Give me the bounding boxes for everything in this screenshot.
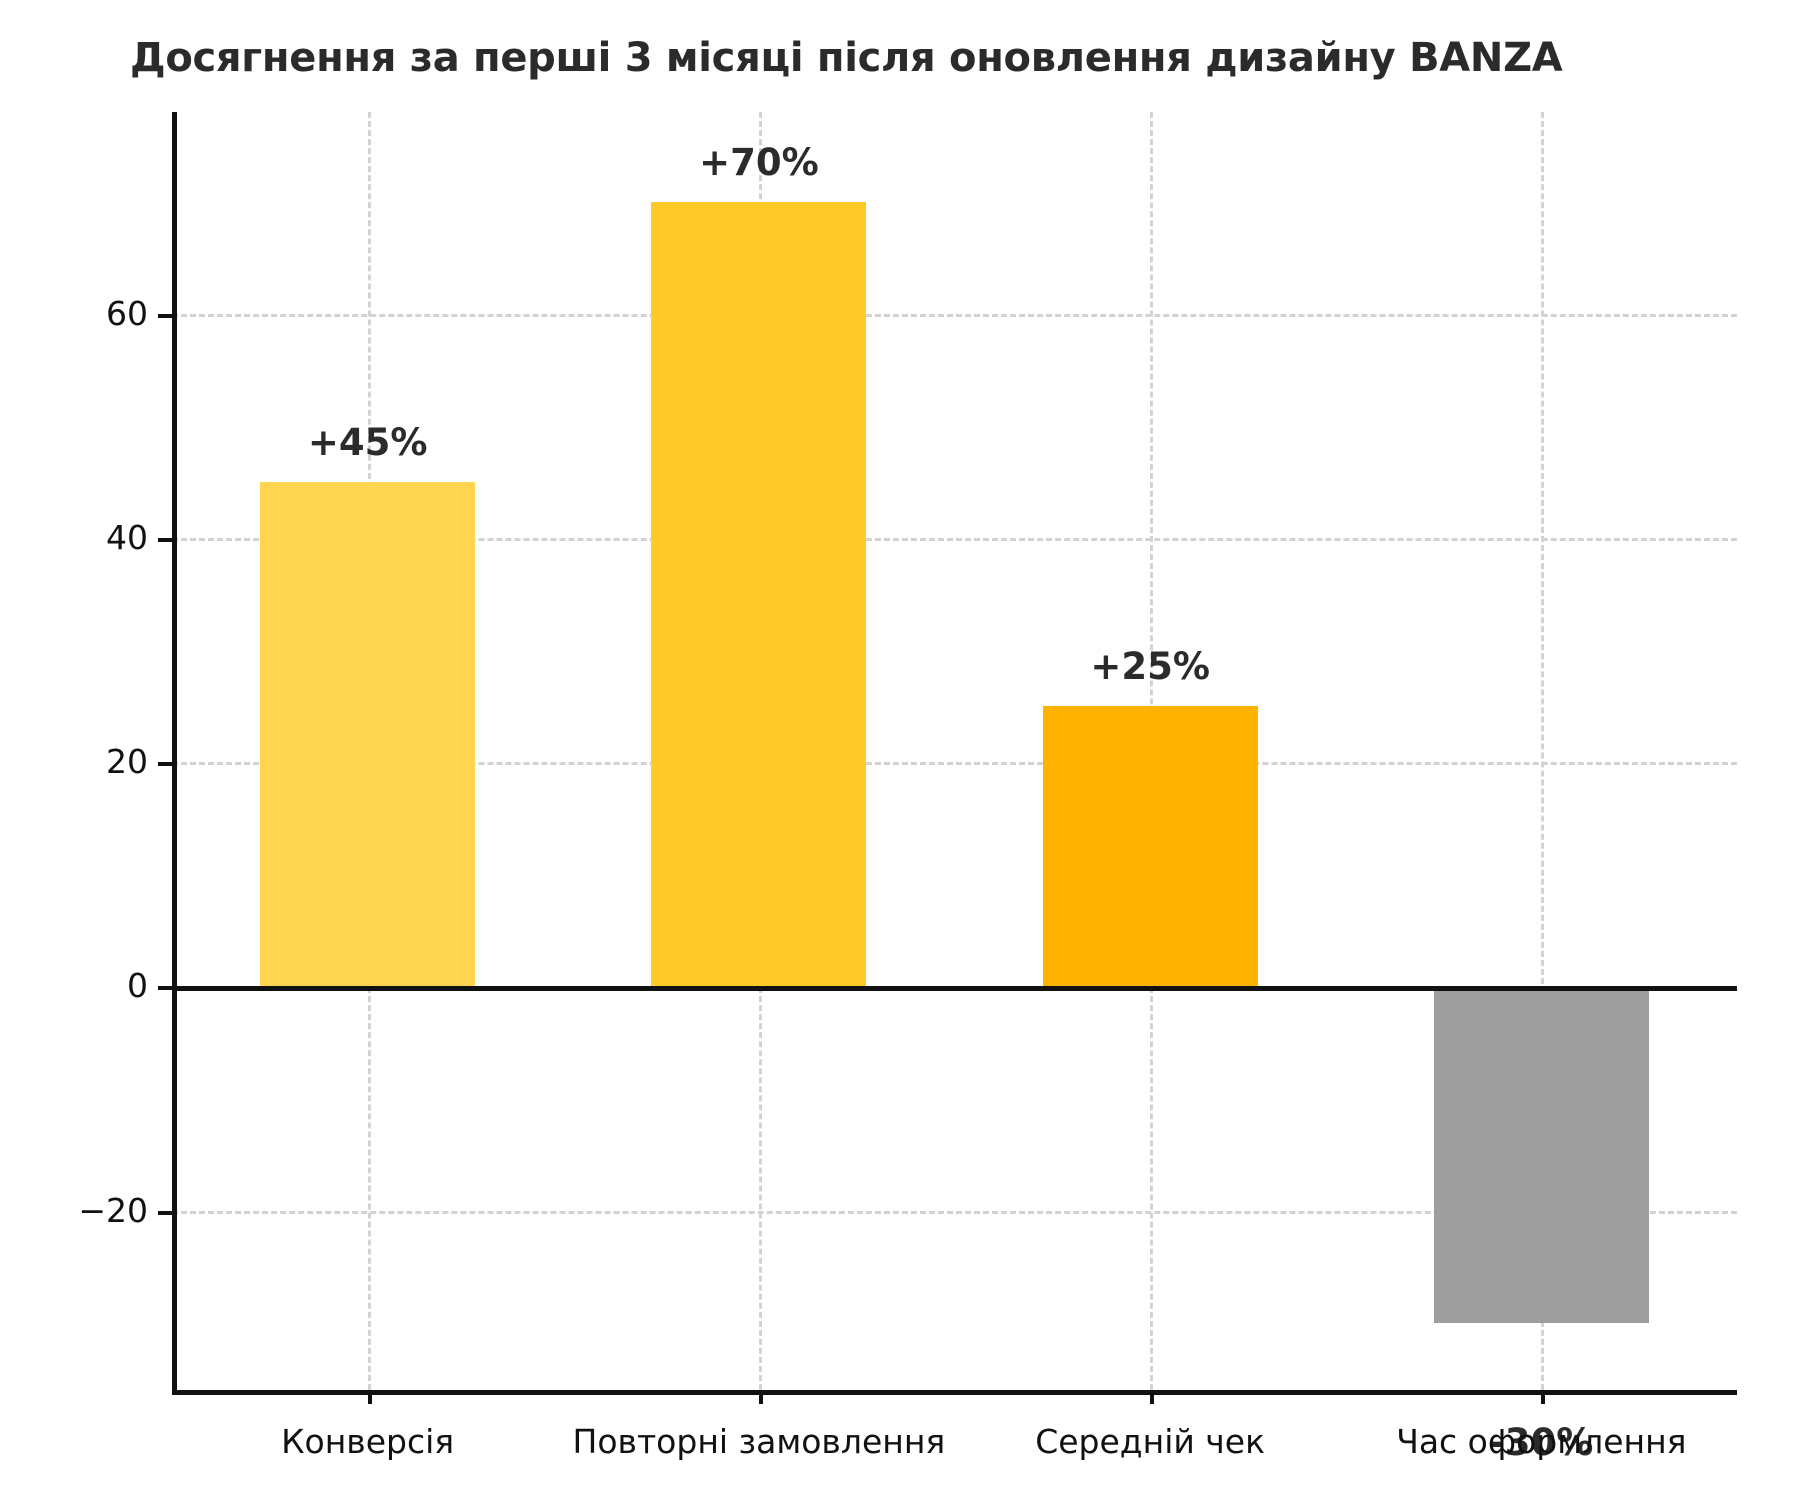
bar-value-label: +45% (307, 420, 428, 464)
plot-area: +45% +70% +25% -30% (172, 112, 1737, 1461)
y-tick-label: 0 (127, 966, 148, 1006)
gridline-horizontal (172, 1210, 1737, 1214)
gridline-horizontal (172, 538, 1737, 541)
y-tick-label: 60 (106, 293, 148, 333)
y-axis-spine (172, 112, 177, 1390)
bar (260, 481, 476, 987)
x-tick-mark (1150, 1390, 1155, 1404)
gridline-vertical (1541, 112, 1545, 1390)
y-tick-mark (158, 313, 172, 318)
bar-value-label: -30% (1489, 1421, 1594, 1464)
y-tick-mark (158, 986, 172, 991)
bar-value-label: +25% (1090, 645, 1210, 689)
x-tick-label: Повторні замовлення (572, 1422, 946, 1461)
y-tick-label: −20 (78, 1190, 148, 1230)
x-tick-mark (367, 1390, 372, 1404)
y-tick-mark (158, 1210, 172, 1215)
x-tick-mark (1541, 1390, 1546, 1404)
bar (1042, 706, 1258, 987)
y-tick-label: 40 (106, 518, 148, 557)
bar-value-label: +70% (699, 140, 819, 184)
y-tick-mark (158, 538, 172, 542)
y-tick-mark (158, 762, 172, 767)
x-tick-label: Час оформлення (1396, 1422, 1687, 1461)
zero-baseline (172, 986, 1737, 992)
gridline-horizontal (172, 762, 1737, 766)
bar (651, 201, 867, 987)
x-axis-spine (172, 1390, 1737, 1395)
chart-title: Досягнення за перші 3 місяці після оновл… (130, 35, 1563, 81)
gridline-horizontal (172, 313, 1737, 317)
y-tick-label: 20 (106, 742, 148, 782)
bar (1433, 986, 1649, 1323)
x-tick-label: Середній чек (1035, 1422, 1266, 1461)
x-tick-mark (758, 1390, 763, 1404)
x-tick-label: Конверсія (281, 1422, 455, 1461)
